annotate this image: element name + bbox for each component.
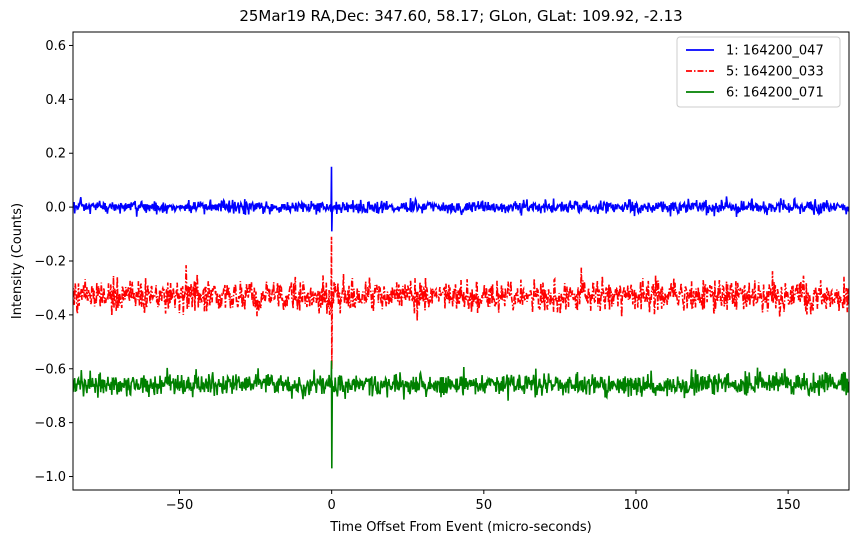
x-axis-label: Time Offset From Event (micro-seconds)	[329, 520, 592, 535]
y-tick-label: −1.0	[34, 470, 66, 485]
y-axis-label: Intensity (Counts)	[10, 203, 25, 319]
series-layer	[73, 166, 849, 469]
legend-label: 1: 164200_047	[726, 44, 824, 59]
y-tick-label: −0.2	[34, 255, 66, 270]
x-tick-label: 50	[476, 498, 493, 513]
y-tick-label: −0.8	[34, 416, 66, 431]
series-line-1	[73, 166, 849, 232]
legend: 1: 164200_047 5: 164200_033 6: 164200_071	[676, 36, 841, 108]
legend-box	[676, 36, 841, 108]
y-tick-label: 0.6	[45, 39, 66, 54]
series-line-3	[73, 360, 849, 469]
x-axis-ticks: −50 0 50 100 150	[166, 490, 801, 513]
series-line-2	[73, 236, 849, 369]
legend-label: 6: 164200_071	[726, 86, 824, 101]
y-tick-label: −0.4	[34, 308, 66, 323]
y-tick-label: −0.6	[34, 362, 66, 377]
legend-label: 5: 164200_033	[726, 65, 824, 80]
x-tick-label: 0	[328, 498, 336, 513]
chart-title: 25Mar19 RA,Dec: 347.60, 58.17; GLon, GLa…	[239, 7, 682, 25]
y-axis-ticks: −1.0 −0.8 −0.6 −0.4 −0.2 0.0 0.2 0.4 0.6	[34, 39, 73, 485]
y-tick-label: 0.4	[45, 93, 66, 108]
x-tick-label: 100	[624, 498, 649, 513]
y-tick-label: 0.2	[45, 147, 66, 162]
y-tick-label: 0.0	[45, 201, 66, 216]
x-tick-label: 150	[776, 498, 801, 513]
x-tick-label: −50	[166, 498, 193, 513]
